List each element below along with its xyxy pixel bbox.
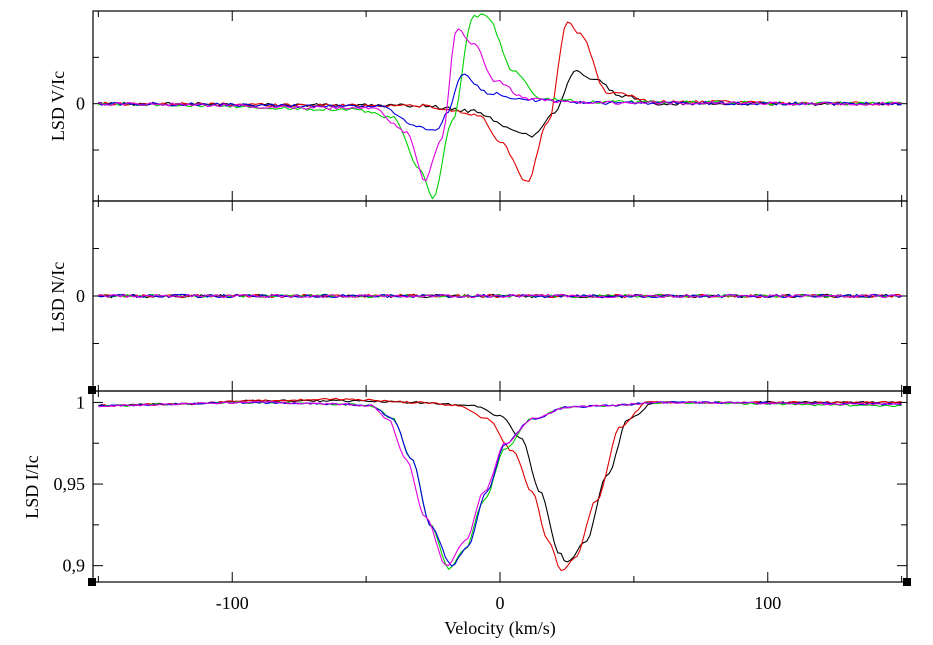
series-line-red — [98, 21, 902, 183]
ytick-label: 0 — [76, 94, 85, 114]
series-line-blue — [98, 401, 902, 567]
xtick-label: 100 — [754, 593, 781, 613]
ytick-label: 1 — [76, 392, 85, 412]
stokes-v-panel — [92, 10, 908, 202]
ytick-label: 0 — [76, 286, 85, 306]
ylabel-stokes-i: LSD I/Ic — [22, 455, 42, 518]
stokes-i-panel — [92, 390, 908, 583]
panel-frame — [92, 390, 908, 583]
series-line-black — [98, 399, 902, 563]
xlabel: Velocity (km/s) — [444, 618, 555, 639]
resize-handle-top-left[interactable] — [88, 386, 96, 394]
null-panel — [92, 200, 908, 392]
resize-handle-bottom-right[interactable] — [903, 578, 911, 586]
xtick-label: 0 — [496, 593, 505, 613]
panel-frame — [92, 10, 908, 202]
series-line-magenta — [98, 28, 902, 182]
resize-handle-bottom-left[interactable] — [88, 578, 96, 586]
series-line-magenta — [98, 401, 902, 566]
ytick-label: 0,95 — [54, 474, 86, 494]
series-line-green — [98, 400, 902, 570]
series-line-red — [98, 397, 902, 572]
series-line-magenta — [98, 293, 902, 299]
xtick-label: -100 — [216, 593, 249, 613]
resize-handle-top-right[interactable] — [903, 386, 911, 394]
ytick-label: 0,9 — [63, 556, 86, 576]
ylabel-stokes-v: LSD V/Ic — [48, 71, 68, 141]
ylabel-null: LSD N/Ic — [48, 262, 68, 333]
